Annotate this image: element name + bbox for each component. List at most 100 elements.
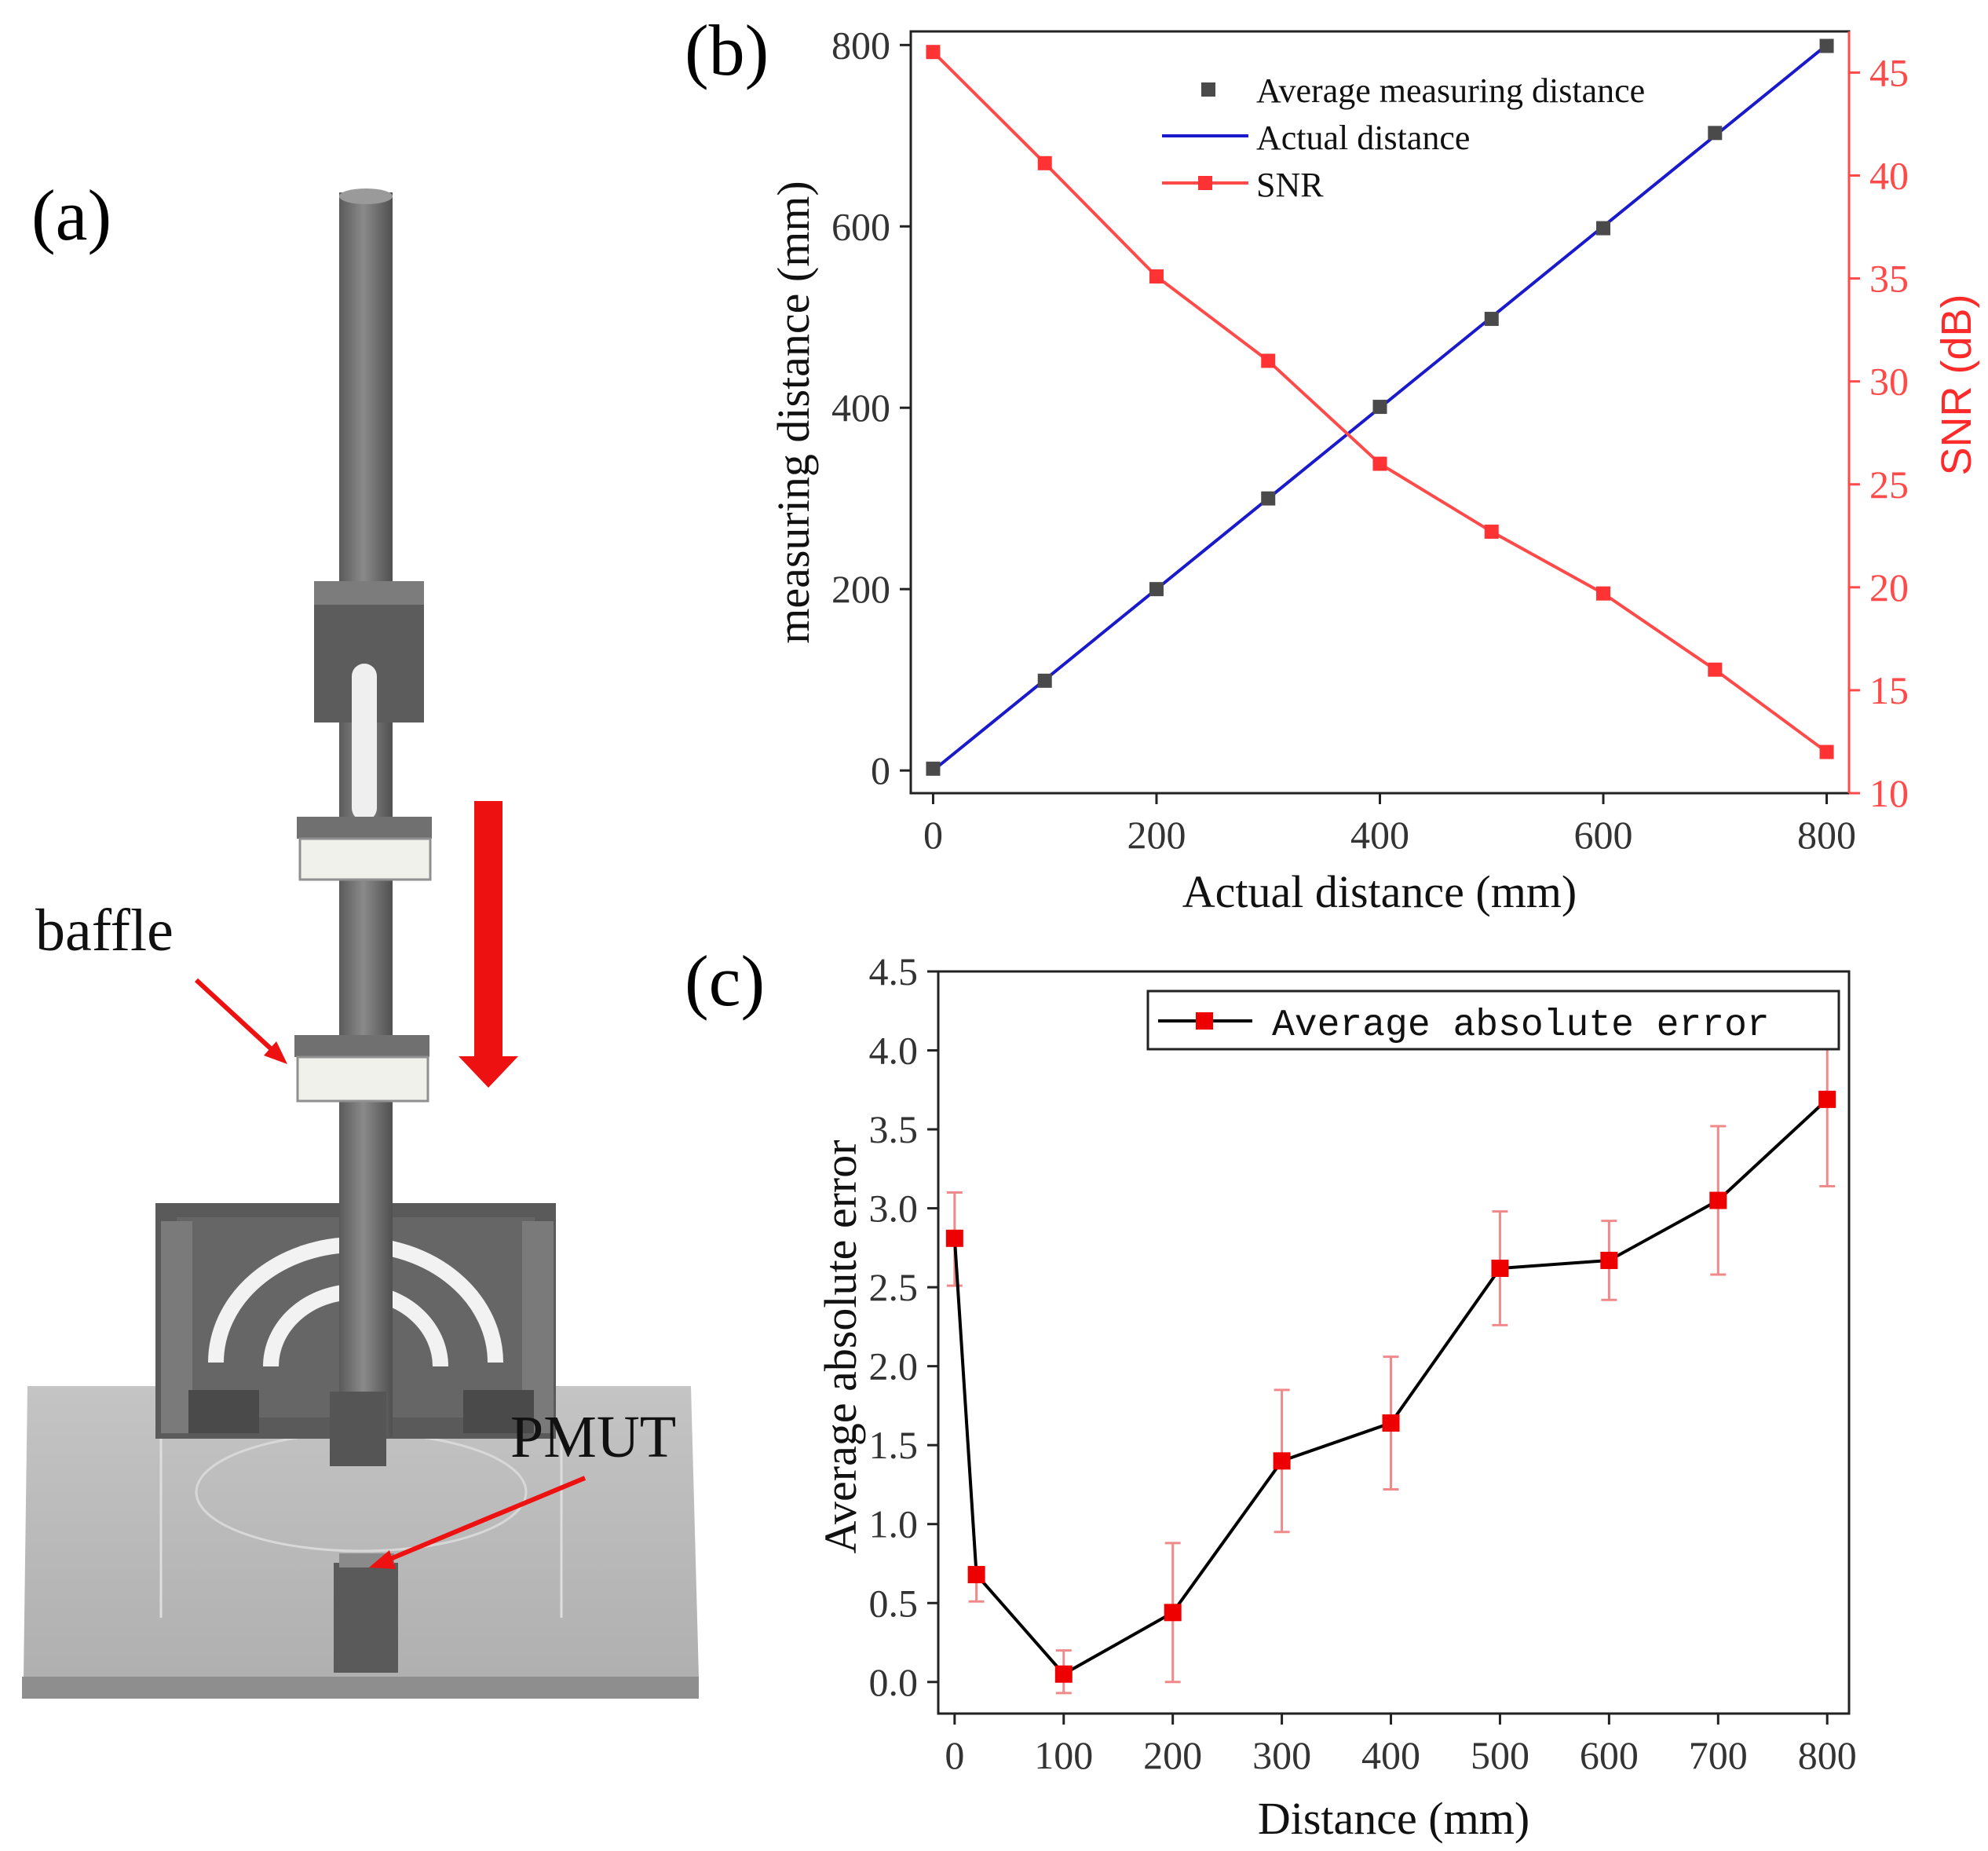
chart-c-ytick-label: 1.5 [869, 1423, 919, 1467]
chart-c-series-line [952, 1098, 1829, 1677]
chart-b-ylabel: measuring distance (mm) [768, 181, 819, 644]
panel-a-apparatus: (a) [22, 175, 699, 1699]
chart-c-xtick-label: 200 [1143, 1733, 1202, 1777]
chart-b-ylabel-right: SNR (dB) [1933, 294, 1980, 475]
legend-c-marker [1196, 1012, 1213, 1030]
legend-b-item-1: Actual distance [1256, 119, 1470, 157]
chart-c-ytick-label: 4.0 [869, 1029, 919, 1073]
chart-c-ytick-label: 2.0 [869, 1344, 919, 1388]
chart-b-snr-point [1819, 744, 1834, 759]
chart-c-point [1273, 1452, 1291, 1470]
chart-c-point [1491, 1260, 1509, 1277]
chart-b-snr-point [1037, 155, 1052, 170]
base-plate [22, 1386, 699, 1699]
panel-c-label: (c) [685, 941, 765, 1021]
chart-b-ytick-label: 200 [831, 567, 890, 611]
chart-b-measured-point [1708, 126, 1723, 141]
chart-c-point [1164, 1604, 1182, 1622]
chart-b-xlabel: Actual distance (mm) [1182, 866, 1577, 917]
chart-b-ytick-right-label: 20 [1869, 565, 1909, 609]
baffle-pointer-arrow [194, 978, 287, 1064]
chart-c-ytick-label: 0.5 [869, 1581, 919, 1625]
chart-c-xlabel: Distance (mm) [1258, 1793, 1529, 1844]
chart-b-measured-point [1819, 38, 1834, 53]
clamp-block [314, 581, 424, 821]
chart-c-ytick-label: 3.0 [869, 1187, 919, 1231]
pmut-post [334, 1563, 398, 1673]
baffle-annotation: baffle [35, 898, 174, 964]
chart-b-snr-point [1596, 586, 1611, 601]
legend-b-scatter-swatch [1201, 82, 1215, 97]
chart-b-snr-point [1708, 662, 1723, 677]
chart-b-ytick-right-label: 35 [1869, 257, 1909, 301]
chart-c-xtick-label: 400 [1361, 1733, 1420, 1777]
motion-arrow [459, 801, 518, 1088]
chart-c-plot-frame [937, 970, 1851, 1715]
chart-b-xtick-label: 200 [1127, 813, 1186, 857]
legend-b-item-0: Average measuring distance [1256, 71, 1645, 110]
chart-c-point [1382, 1414, 1400, 1432]
chart-b-ytick-right-label: 15 [1869, 668, 1909, 712]
chart-b-xtick-label: 600 [1574, 813, 1633, 857]
chart-b-snr-point [1149, 269, 1164, 284]
chart-c-xtick-label: 300 [1252, 1733, 1311, 1777]
chart-b: (b) 0 200 400 600 800 0 200 400 600 800 10 15 20 25 30… [685, 10, 1980, 917]
baffle-lower [294, 1035, 429, 1103]
legend-c-item-0: Average absolute error [1272, 1004, 1770, 1047]
chart-b-measured-point [926, 761, 941, 776]
chart-b-marks [926, 38, 1834, 776]
chart-c-xtick-label: 0 [945, 1733, 964, 1777]
chart-b-snr-point [1372, 456, 1387, 471]
chart-c-ytick-label: 4.5 [869, 949, 919, 993]
chart-c-ytick-label: 0.0 [869, 1660, 919, 1704]
chart-b-ticks: 0 200 400 600 800 0 200 400 600 800 10 15 20 25 30 35 40… [831, 23, 1909, 857]
chart-c-xtick-label: 500 [1471, 1733, 1529, 1777]
chart-b-ytick-right-label: 30 [1869, 360, 1909, 404]
baffle-upper [297, 817, 432, 881]
chart-c-point [1818, 1090, 1836, 1108]
chart-c-ytick-label: 3.5 [869, 1107, 919, 1151]
chart-c-point [1054, 1665, 1073, 1683]
legend-b-item-2: SNR [1256, 166, 1324, 204]
chart-b-ytick-label: 600 [831, 204, 890, 248]
chart-b-snr-point [926, 45, 941, 60]
rod-foot [330, 1392, 386, 1466]
chart-c-point [945, 1229, 963, 1247]
chart-b-measured-point [1037, 673, 1052, 688]
chart-b-measured-point [1149, 582, 1164, 597]
chart-c-point [967, 1566, 985, 1584]
chart-c-xtick-label: 600 [1580, 1733, 1639, 1777]
panel-a-label: (a) [31, 175, 111, 255]
chart-c-legend: Average absolute error [1146, 990, 1840, 1051]
chart-b-measured-point [1484, 312, 1499, 327]
chart-c: (c) 0 100 200 300 400 500 600 700 800 0.0 0.5 1.0 1.… [685, 941, 1857, 1844]
pmut-pointer-arrow [369, 1476, 587, 1569]
chart-b-ytick-label: 800 [831, 23, 890, 67]
legend-b-snr-marker [1198, 176, 1212, 190]
chart-c-ticks: 0 100 200 300 400 500 600 700 800 0.0 0.5 1.0 1.5 2.0… [869, 949, 1857, 1777]
pmut-annotation: PMUT [510, 1404, 676, 1470]
chart-c-ytick-label: 1.0 [869, 1502, 919, 1546]
chart-b-snr-point [1484, 525, 1499, 540]
chart-c-ytick-label: 2.5 [869, 1265, 919, 1309]
chart-c-xtick-label: 800 [1798, 1733, 1857, 1777]
chart-b-ytick-right-label: 45 [1869, 50, 1909, 94]
chart-b-xtick-label: 0 [923, 813, 943, 857]
chart-b-measured-point [1596, 221, 1611, 236]
chart-c-xtick-label: 700 [1689, 1733, 1748, 1777]
chart-b-measured-point [1261, 491, 1276, 506]
chart-b-xtick-label: 800 [1797, 813, 1856, 857]
chart-b-ytick-label: 400 [831, 386, 890, 430]
chart-c-point [1709, 1191, 1727, 1209]
chart-b-ytick-right-label: 40 [1869, 154, 1909, 198]
legend-c-box [1146, 990, 1840, 1051]
chart-b-xtick-label: 400 [1350, 813, 1409, 857]
chart-b-ytick-label: 0 [871, 748, 890, 792]
chart-c-xtick-label: 100 [1034, 1733, 1093, 1777]
chart-c-ylabel: Average absolute error [815, 1139, 866, 1553]
chart-b-legend: Average measuring distance Actual distan… [1162, 71, 1645, 204]
panel-b-label: (b) [685, 10, 769, 90]
chart-b-measured-point [1372, 400, 1387, 415]
chart-b-ytick-right-label: 10 [1869, 771, 1909, 815]
